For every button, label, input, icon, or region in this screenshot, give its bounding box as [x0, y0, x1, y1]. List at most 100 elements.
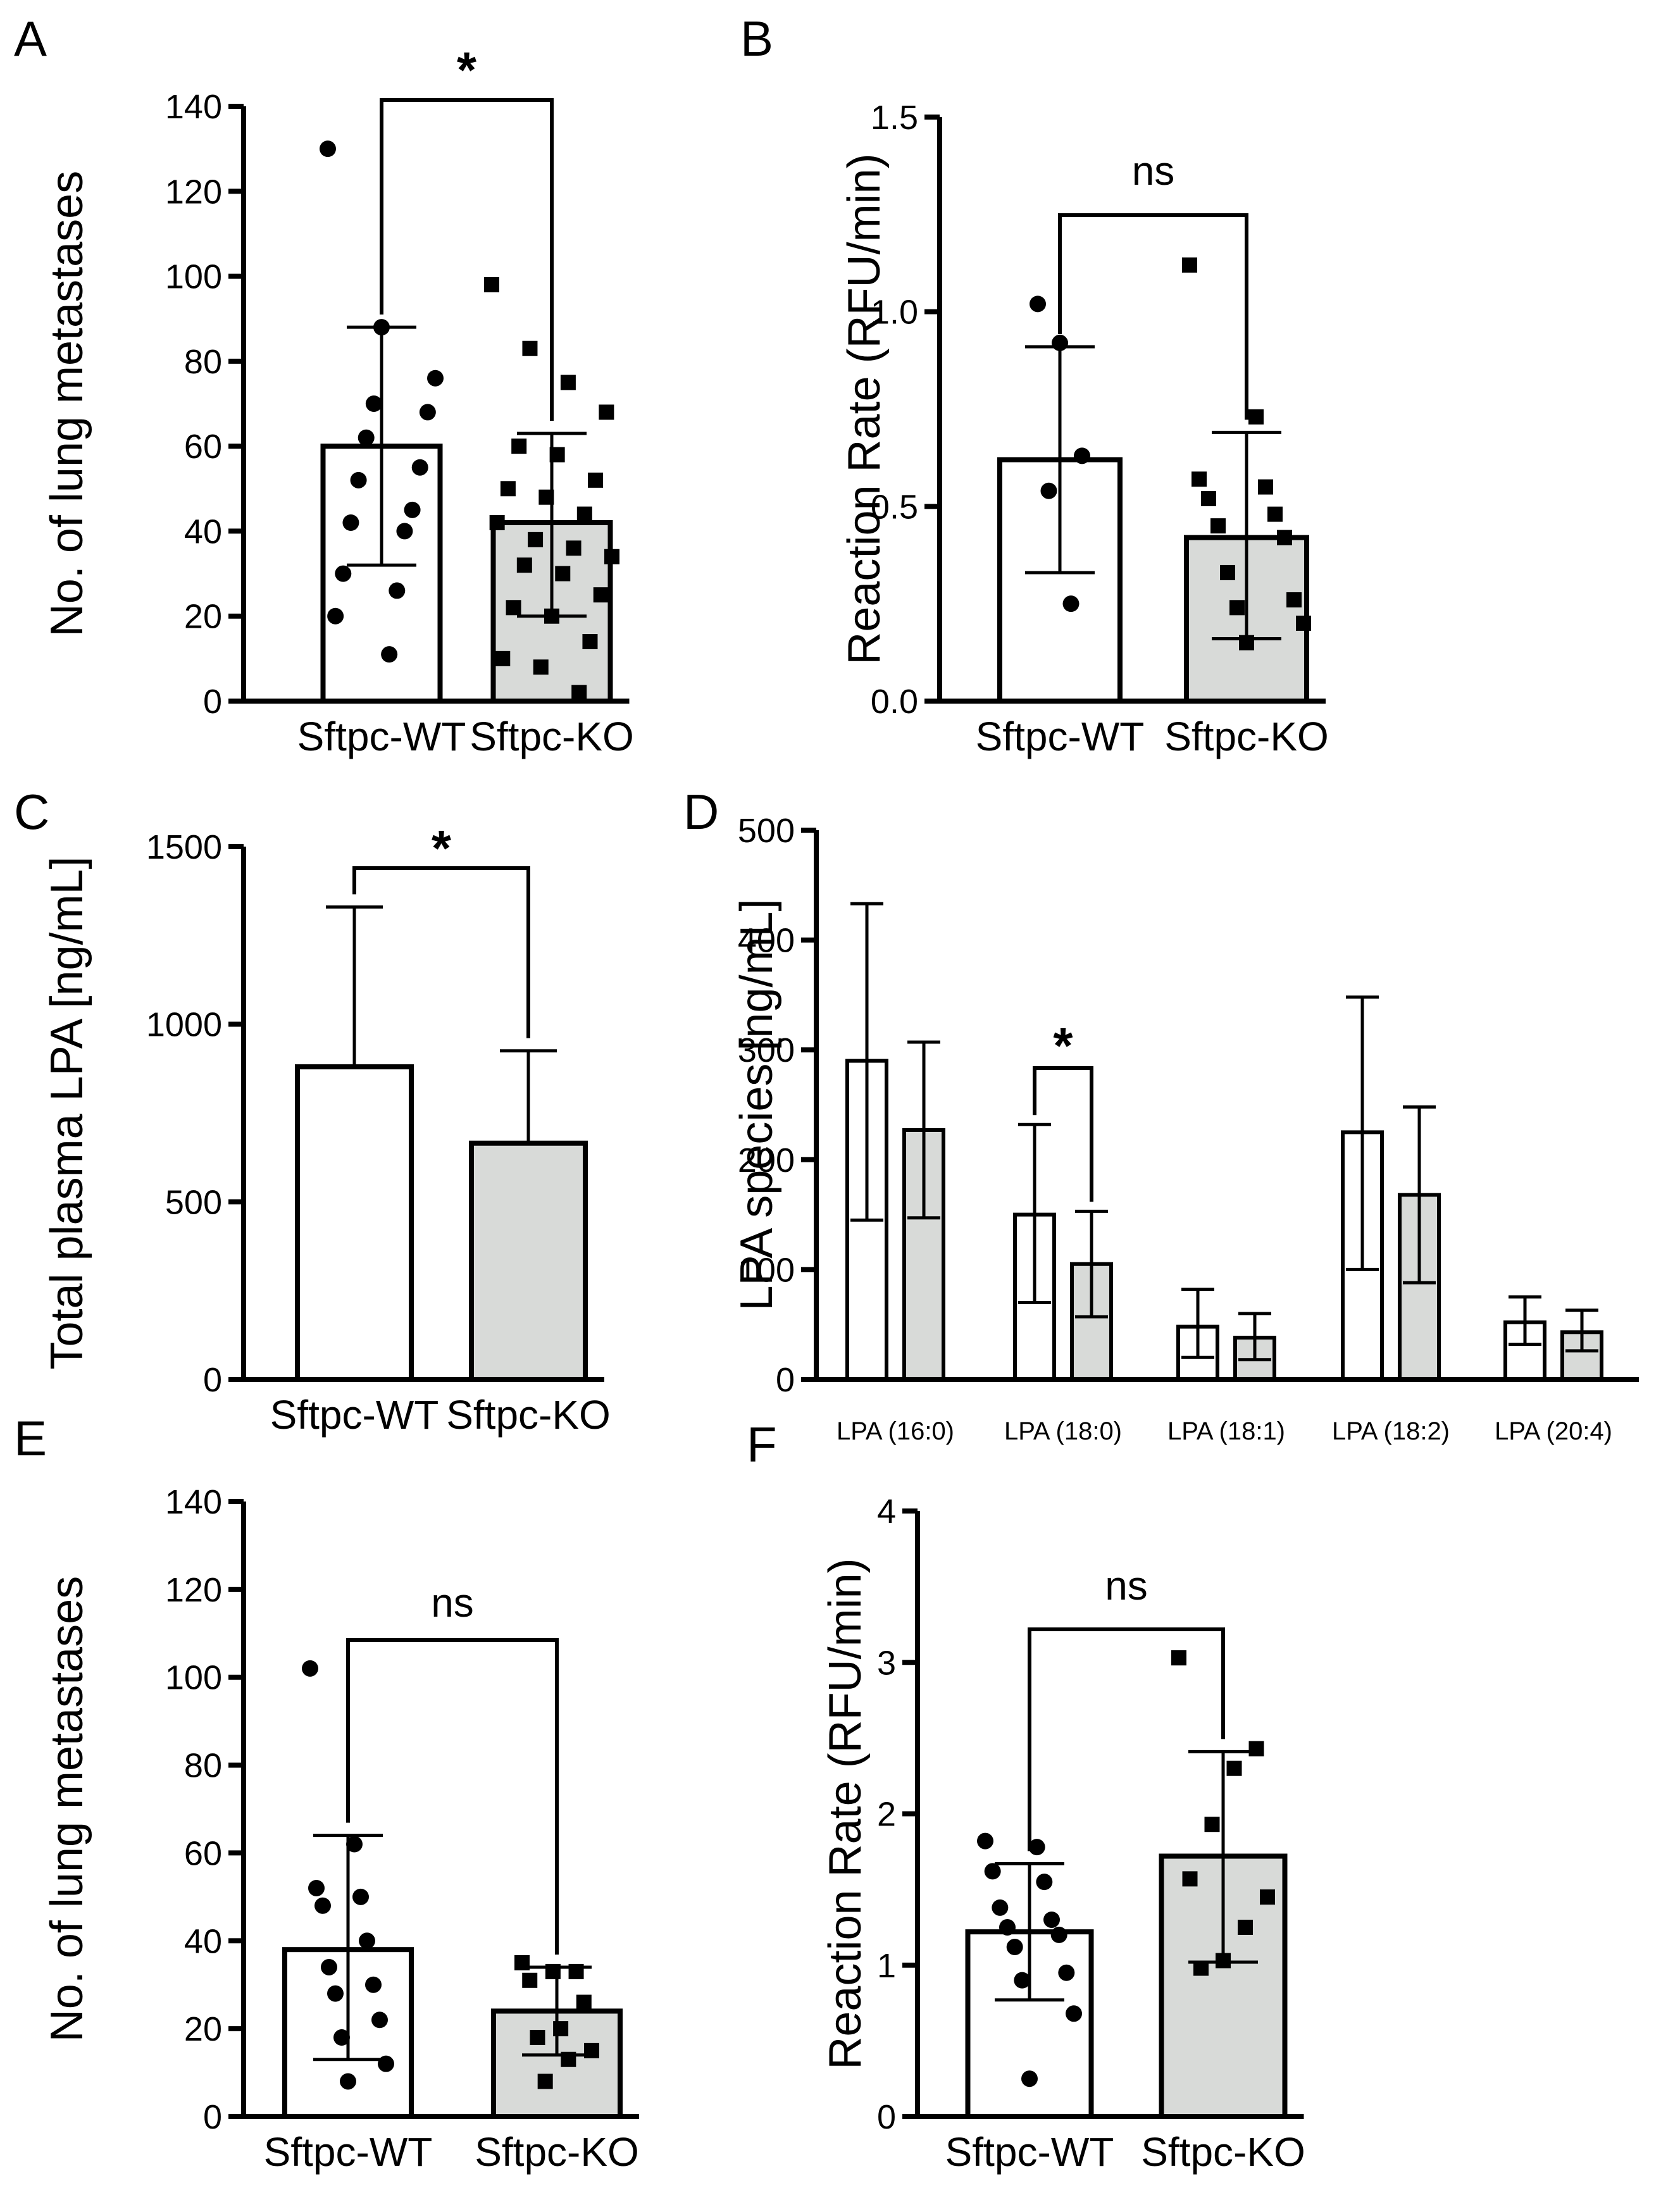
data-point	[1192, 471, 1207, 487]
panel-a: A 0 20 40 60 80 100 120 140 No. of lung metastase…	[14, 11, 634, 759]
y-tick-label: 1.0	[871, 294, 918, 332]
x-category-label: Sftpc-KO	[1164, 714, 1329, 759]
data-point	[365, 1976, 382, 1993]
data-point	[1030, 295, 1046, 313]
panel-letter: E	[14, 1410, 47, 1466]
panel-letter: C	[14, 784, 49, 840]
data-point	[350, 471, 367, 488]
data-point	[1182, 257, 1197, 273]
x-category-label: Sftpc-KO	[475, 2129, 639, 2175]
data-point	[427, 370, 444, 387]
data-point	[593, 587, 609, 603]
data-point	[576, 1994, 592, 2010]
y-tick-label: 500	[165, 1183, 222, 1221]
data-point	[1238, 1919, 1253, 1935]
x-category-label: Sftpc-WT	[945, 2129, 1114, 2175]
data-point	[588, 472, 604, 488]
data-point	[389, 582, 406, 599]
y-tick-label: 100	[165, 258, 222, 296]
y-tick-label: 120	[165, 1571, 222, 1609]
y-tick-label: 1000	[146, 1006, 222, 1044]
data-point	[984, 1863, 1001, 1880]
data-point	[1066, 2005, 1082, 2022]
data-point	[506, 600, 521, 616]
y-tick-label: 0.0	[871, 683, 918, 721]
data-point	[566, 540, 582, 556]
data-point	[533, 659, 549, 675]
data-point	[1201, 491, 1216, 507]
x-category-label: Sftpc-WT	[976, 714, 1145, 759]
data-point	[555, 566, 571, 581]
data-point	[977, 1832, 993, 1850]
data-point	[516, 557, 532, 573]
data-point	[484, 277, 499, 292]
y-axis-title: LPA species [ng/mL]	[731, 899, 782, 1310]
x-category-label: LPA (18:1)	[1167, 1417, 1285, 1445]
data-point	[333, 2029, 350, 2046]
x-category-label: LPA (18:2)	[1332, 1417, 1450, 1445]
y-tick-label: 1	[877, 1947, 896, 1985]
significance-label: *	[432, 820, 452, 876]
panel-c: C 0 500 1000 1500 Total plasma LPA [ng/mL] Sft…	[14, 784, 611, 1438]
data-point	[500, 481, 516, 497]
data-point	[1021, 2070, 1038, 2087]
y-tick-label: 500	[738, 812, 795, 850]
data-point	[522, 1972, 538, 1988]
data-point	[314, 1897, 331, 1914]
data-point	[599, 404, 614, 420]
data-point	[1277, 530, 1292, 545]
data-point	[365, 395, 382, 412]
data-point	[1062, 595, 1080, 612]
y-tick-label: 80	[184, 343, 222, 381]
data-point	[495, 650, 511, 666]
data-point	[1226, 1760, 1242, 1776]
data-point	[1006, 1939, 1023, 1956]
data-point	[1074, 447, 1090, 464]
significance-label: ns	[431, 1580, 474, 1626]
data-point	[530, 2030, 545, 2046]
x-category-label: LPA (16:0)	[837, 1417, 954, 1445]
y-tick-label: 120	[165, 173, 222, 211]
x-category-label: Sftpc-WT	[264, 2129, 433, 2175]
x-category-label: Sftpc-KO	[446, 1392, 611, 1438]
data-point	[335, 565, 352, 582]
data-point	[576, 506, 592, 522]
data-point	[1210, 518, 1226, 534]
data-point	[419, 404, 436, 421]
data-point	[1050, 1926, 1067, 1943]
panel-letter: B	[740, 11, 773, 66]
x-category-label: Sftpc-WT	[297, 714, 466, 759]
data-point	[1036, 1874, 1053, 1891]
data-point	[1043, 1911, 1060, 1928]
data-point	[1014, 1972, 1031, 1989]
data-point	[560, 375, 576, 390]
data-point	[1260, 1889, 1275, 1905]
y-tick-label: 60	[184, 428, 222, 466]
y-axis-title: Reaction Rate (RFU/min)	[820, 1558, 871, 2069]
y-axis-title: No. of lung metastases	[42, 1576, 92, 2042]
y-tick-label: 300	[738, 1031, 795, 1069]
data-point	[371, 2012, 388, 2029]
bar	[469, 1140, 588, 1383]
y-tick-label: 1.5	[871, 99, 918, 137]
data-point	[396, 523, 413, 540]
data-point	[302, 1660, 318, 1677]
y-axis-title: Reaction Rate (RFU/min)	[839, 153, 890, 664]
significance-label: ns	[1132, 148, 1175, 194]
significance-bracket	[1058, 213, 1248, 420]
y-tick-label: 60	[184, 1834, 222, 1872]
y-tick-label: 140	[165, 88, 222, 126]
data-point	[1040, 482, 1057, 499]
y-tick-label: 0	[203, 683, 222, 721]
y-tick-label: 40	[184, 1922, 222, 1960]
y-tick-label: 1500	[146, 828, 222, 866]
y-tick-label: 0	[877, 2098, 896, 2136]
significance-label: ns	[1105, 1563, 1148, 1608]
data-point	[604, 549, 619, 564]
data-point	[1182, 1871, 1198, 1887]
data-point	[1058, 1964, 1075, 1981]
data-point	[321, 1958, 337, 1975]
y-tick-label: 0	[203, 2098, 222, 2136]
y-tick-label: 140	[165, 1483, 222, 1521]
